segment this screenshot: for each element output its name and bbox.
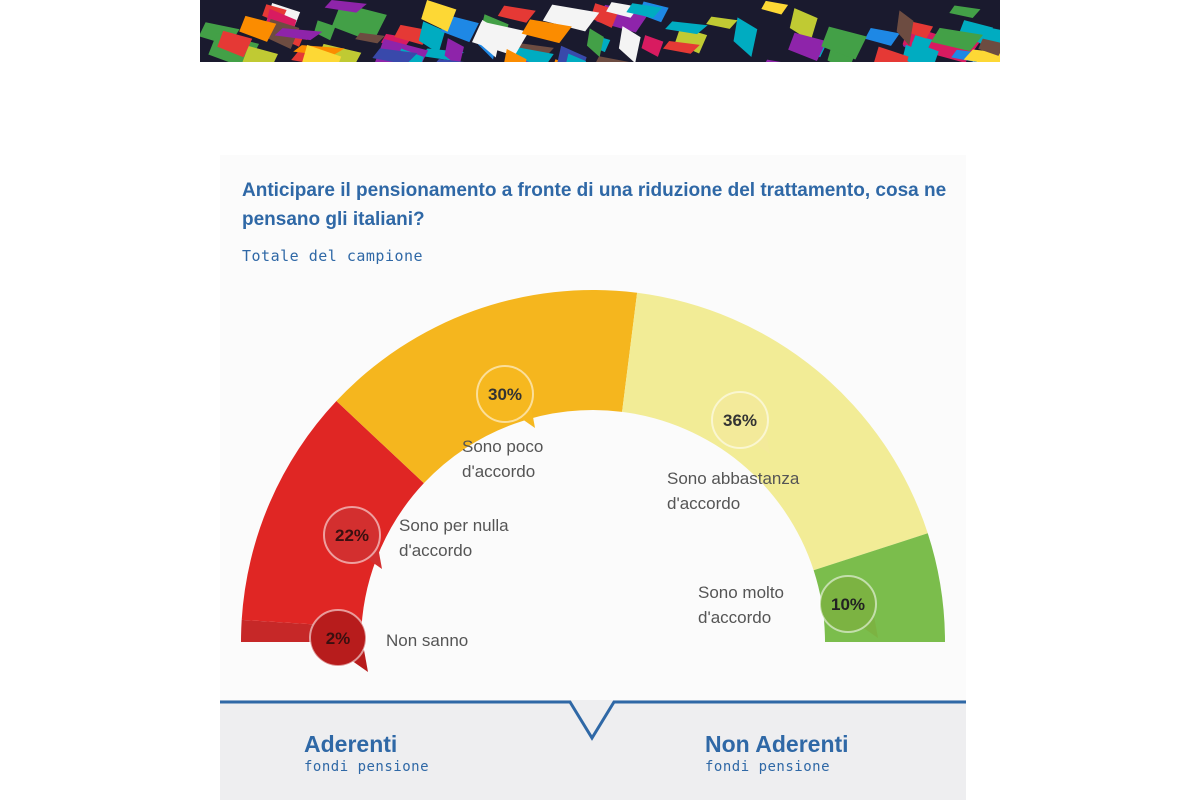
chevron-down-icon — [220, 700, 966, 741]
banner-shape — [521, 19, 572, 44]
value-label: 2% — [326, 629, 351, 648]
banner-shape — [421, 0, 457, 32]
value-label: 10% — [831, 595, 865, 614]
banner-shape — [566, 53, 587, 62]
value-badge-sono-poco-d-accordo: 30% — [476, 365, 535, 428]
banner-shape — [471, 21, 529, 56]
crowd-illustration-icon — [200, 0, 1000, 62]
banner-shape — [663, 40, 700, 54]
banner-shape — [930, 27, 984, 52]
banner-shape — [436, 58, 465, 62]
banner-shape — [618, 26, 641, 62]
banner-shape — [331, 3, 387, 43]
banner-shape — [355, 32, 385, 44]
gauge-segment-sono-abbastanza-d-accordo — [622, 292, 928, 571]
banner-shape — [626, 3, 663, 18]
value-label: 36% — [723, 411, 757, 430]
banner-shape — [706, 16, 738, 29]
banner-shape — [949, 5, 981, 18]
banner-shape — [788, 32, 827, 61]
banner-shape — [765, 59, 781, 62]
value-label: 22% — [335, 526, 369, 545]
banner-shape — [907, 41, 939, 62]
label-abbastanza: Sono abbastanza d'accordo — [667, 469, 800, 513]
banner-shape — [911, 35, 933, 51]
group-non-aderenti-title: Non Aderenti — [705, 731, 849, 757]
label-poco: Sono poco d'accordo — [462, 437, 544, 481]
header-banner — [200, 0, 1000, 62]
label-per-nulla: Sono per nulla d'accordo — [399, 516, 509, 560]
group-aderenti-subtitle: fondi pensione — [304, 759, 430, 775]
banner-shape — [586, 28, 604, 58]
group-aderenti: Aderenti fondi pensione — [304, 730, 429, 776]
banner-shape — [821, 26, 867, 60]
banner-shape — [665, 21, 708, 35]
banner-shape — [542, 4, 600, 32]
banner-shape — [557, 45, 587, 62]
banner-shape — [596, 56, 630, 62]
banner-shape — [874, 46, 913, 62]
banner-shape — [444, 38, 464, 62]
value-badge-sono-per-nulla-d-accordo: 22% — [323, 506, 382, 569]
value-badge-sono-abbastanza-d-accordo: 36% — [711, 391, 770, 454]
banner-shape — [789, 8, 818, 42]
banner-shape — [314, 20, 336, 41]
label-non-sanno: Non sanno — [386, 631, 469, 650]
banner-shape — [504, 49, 527, 62]
value-label: 30% — [488, 385, 522, 404]
banner-shape — [497, 5, 536, 23]
chart-title: Anticipare il pensionamento a fronte di … — [242, 180, 947, 230]
value-badge-sono-molto-d-accordo: 10% — [819, 575, 878, 638]
banner-shape — [864, 27, 900, 46]
banner-shape — [733, 17, 758, 57]
banner-shape — [217, 30, 253, 58]
group-non-aderenti: Non Aderenti fondi pensione — [705, 730, 849, 776]
banner-shape — [896, 10, 914, 46]
banner-shape — [239, 15, 277, 42]
banner-shape — [418, 21, 446, 54]
label-molto: Sono molto d'accordo — [698, 583, 784, 627]
groups-panel: Aderenti fondi pensione Non Aderenti fon… — [220, 700, 966, 800]
banner-shape — [302, 44, 342, 62]
banner-shape — [274, 28, 323, 41]
chart-subtitle: Totale del campione — [242, 247, 424, 265]
group-non-aderenti-subtitle: fondi pensione — [705, 759, 831, 775]
banner-shape — [978, 38, 1000, 56]
value-badge-non-sanno: 2% — [309, 609, 368, 672]
banner-shape — [674, 27, 708, 54]
banner-shape — [242, 45, 278, 62]
banner-shape — [372, 48, 418, 62]
banner-shape — [906, 21, 934, 39]
banner-shape — [641, 35, 664, 57]
group-aderenti-title: Aderenti — [304, 731, 398, 757]
banner-shape — [761, 0, 789, 15]
banner-shape — [958, 20, 994, 46]
banner-shape — [324, 0, 367, 13]
